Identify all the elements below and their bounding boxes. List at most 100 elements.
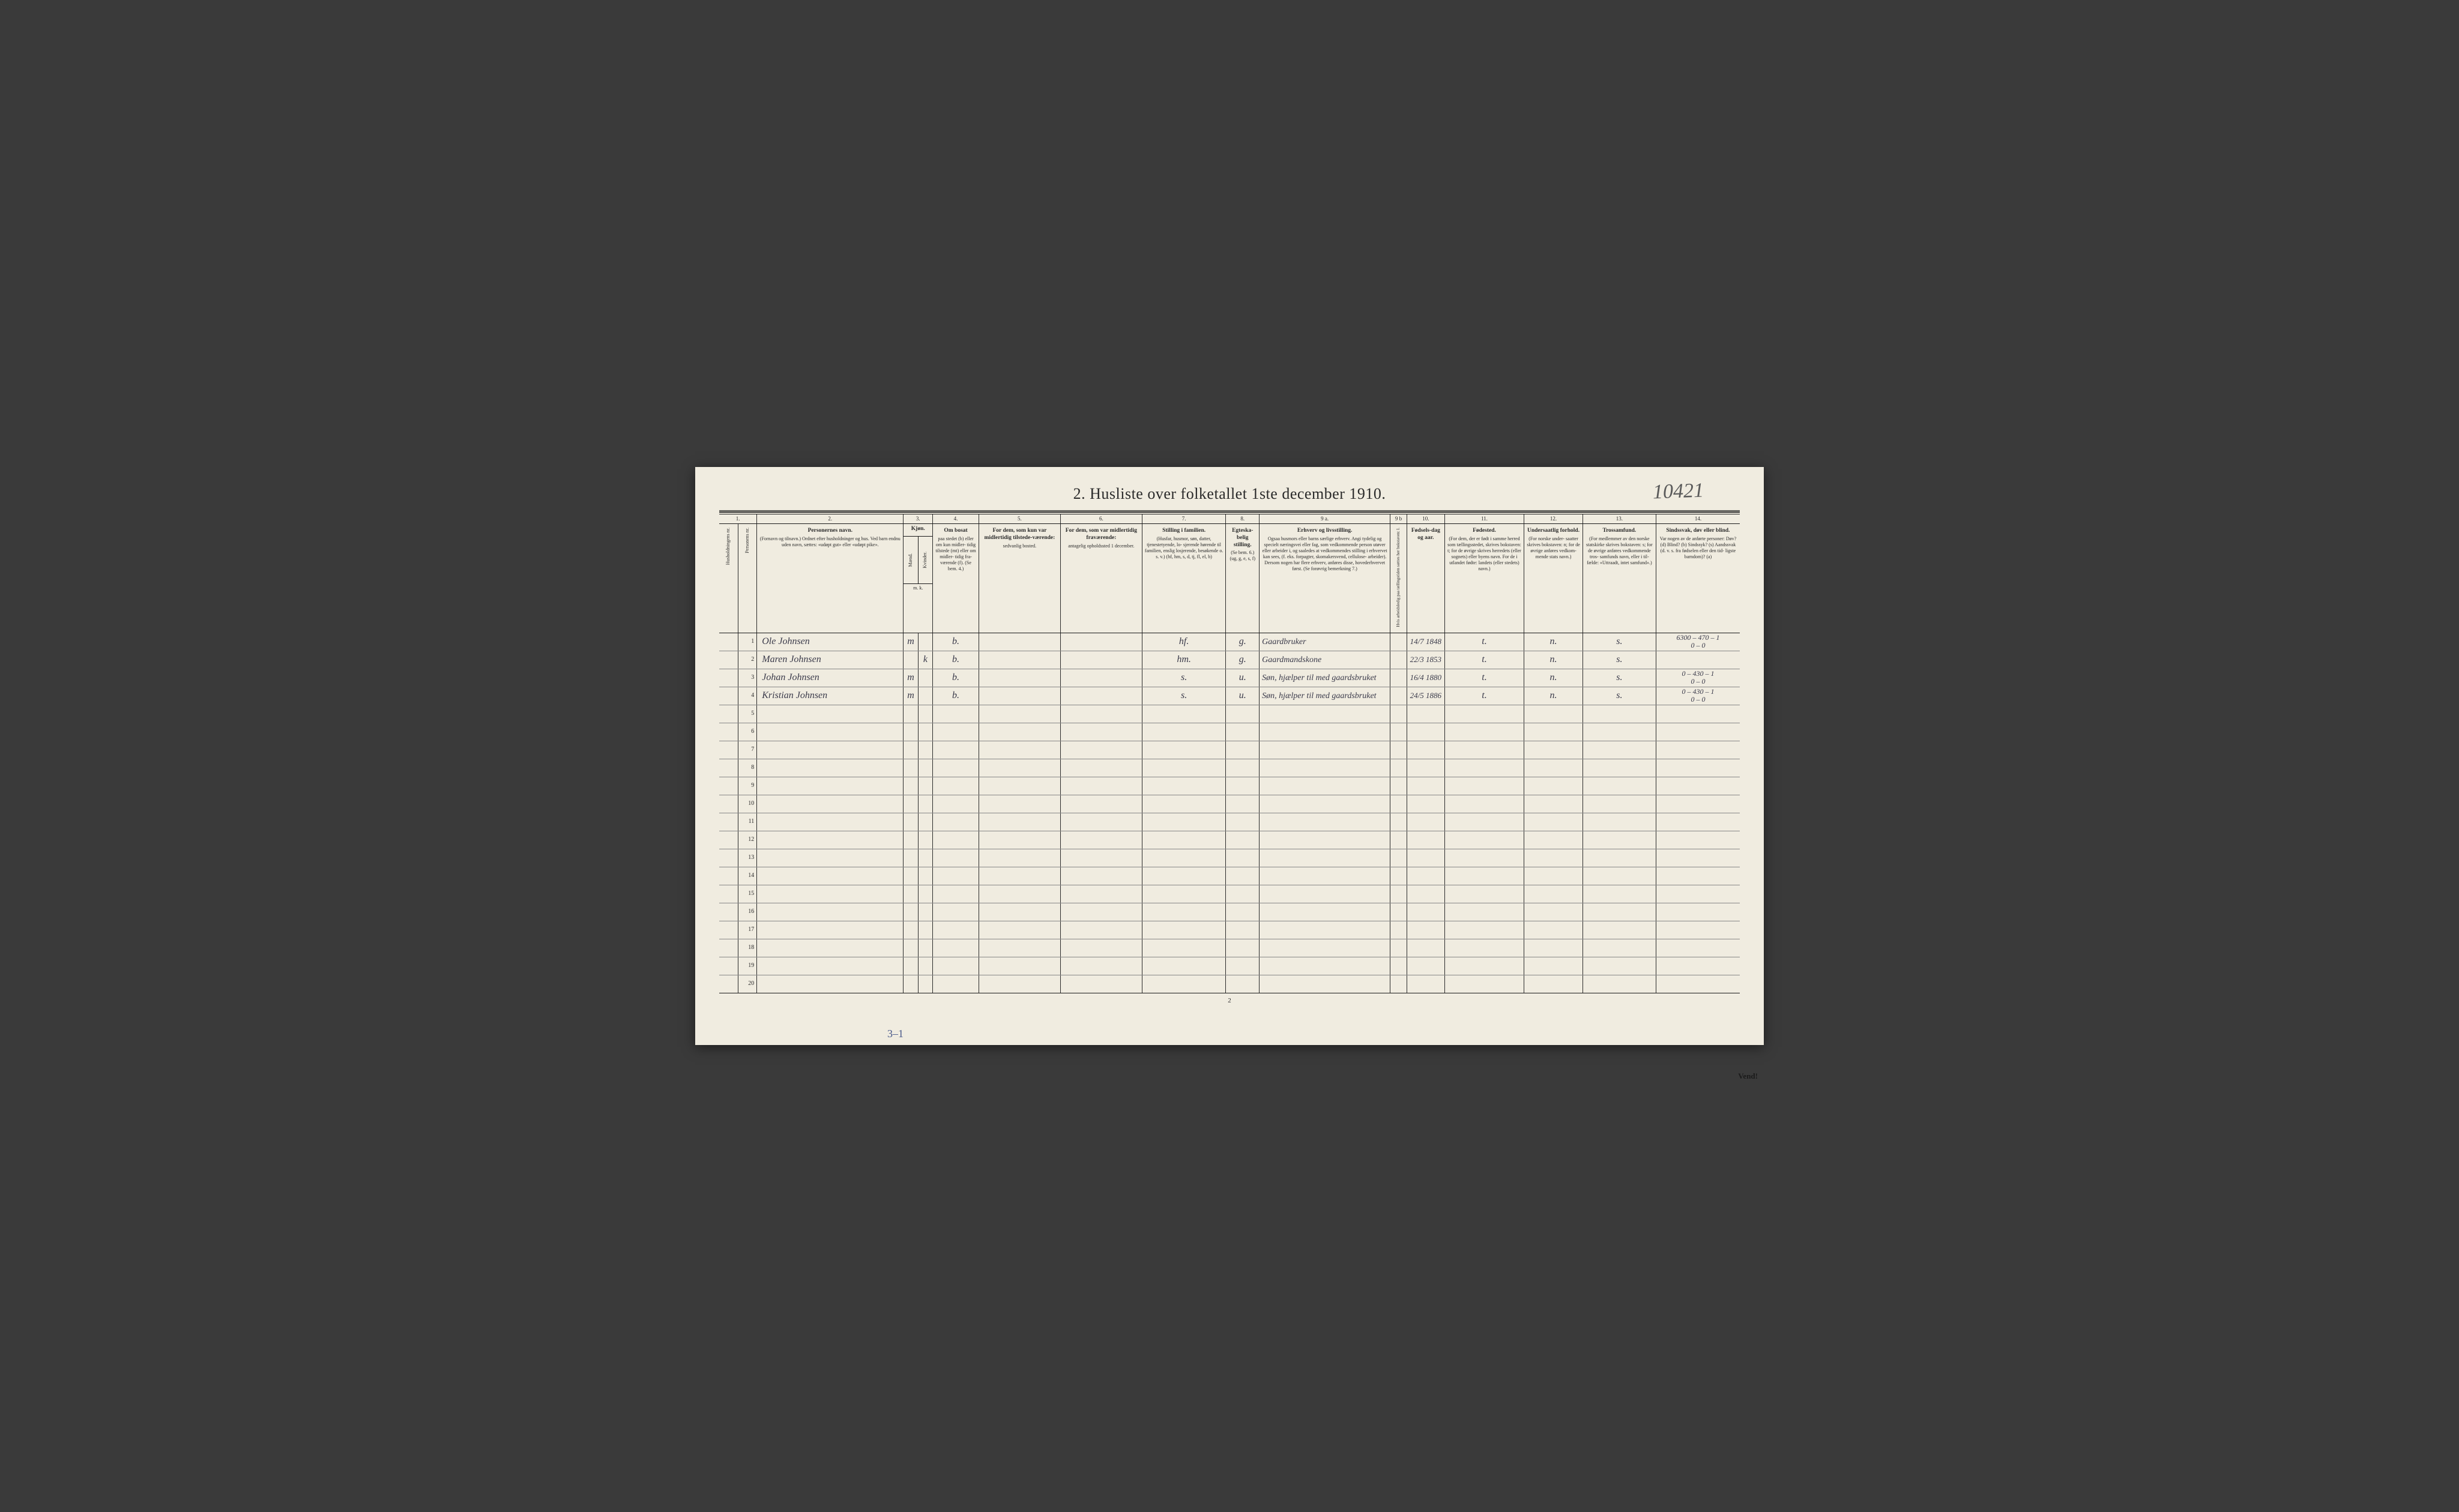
midl-fravaer-cell bbox=[1060, 885, 1142, 903]
fodested-cell bbox=[1444, 975, 1524, 993]
sex-m-cell bbox=[904, 705, 918, 723]
undersaat-cell bbox=[1524, 795, 1583, 813]
table-row: 9 bbox=[719, 777, 1740, 795]
name-cell bbox=[757, 705, 904, 723]
sindssvak-cell bbox=[1656, 759, 1740, 777]
household-nr-cell bbox=[719, 903, 738, 921]
sex-k-cell: k bbox=[918, 651, 932, 669]
fodselsdag-cell bbox=[1407, 921, 1444, 939]
stilling-cell bbox=[1142, 759, 1225, 777]
table-row: 5 bbox=[719, 705, 1740, 723]
egteskab-cell bbox=[1226, 849, 1260, 867]
fodested-cell: t. bbox=[1444, 633, 1524, 651]
name-cell: Ole Johnsen bbox=[757, 633, 904, 651]
household-nr-cell bbox=[719, 957, 738, 975]
trossamfund-cell: s. bbox=[1583, 669, 1656, 687]
bosat-cell bbox=[933, 705, 979, 723]
bosat-cell bbox=[933, 975, 979, 993]
fodselsdag-cell: 22/3 1853 bbox=[1407, 651, 1444, 669]
sex-k-cell bbox=[918, 939, 932, 957]
fodselsdag-cell bbox=[1407, 795, 1444, 813]
trossamfund-cell bbox=[1583, 939, 1656, 957]
midl-tilstede-cell bbox=[979, 705, 1060, 723]
undersaat-cell bbox=[1524, 777, 1583, 795]
sindssvak-cell bbox=[1656, 849, 1740, 867]
egteskab-cell bbox=[1226, 723, 1260, 741]
column-header-row: Husholdningens nr. Personens nr. Persone… bbox=[719, 523, 1740, 633]
sex-m-cell: m bbox=[904, 669, 918, 687]
person-nr-cell: 18 bbox=[738, 939, 756, 957]
fodselsdag-cell bbox=[1407, 957, 1444, 975]
colnum: 14. bbox=[1656, 514, 1740, 524]
bosat-cell bbox=[933, 849, 979, 867]
table-row: 13 bbox=[719, 849, 1740, 867]
colnum: 2. bbox=[757, 514, 904, 524]
undersaat-cell: n. bbox=[1524, 687, 1583, 705]
sindssvak-cell bbox=[1656, 723, 1740, 741]
hdr-bosat: Om bosat paa stedet (b) eller om kun mid… bbox=[933, 523, 979, 633]
undersaat-cell bbox=[1524, 741, 1583, 759]
erhverv-cell bbox=[1260, 849, 1390, 867]
table-row: 3Johan Johnsenmb.s.u.Søn, hjælper til me… bbox=[719, 669, 1740, 687]
person-nr-cell: 14 bbox=[738, 867, 756, 885]
stilling-cell bbox=[1142, 849, 1225, 867]
footer: 2 bbox=[719, 997, 1740, 1021]
person-nr-cell: 3 bbox=[738, 669, 756, 687]
trossamfund-cell bbox=[1583, 795, 1656, 813]
fodselsdag-cell bbox=[1407, 759, 1444, 777]
midl-fravaer-cell bbox=[1060, 705, 1142, 723]
midl-tilstede-cell bbox=[979, 813, 1060, 831]
hdr-person-nr: Personens nr. bbox=[738, 523, 756, 633]
sex-m-cell bbox=[904, 957, 918, 975]
household-nr-cell bbox=[719, 885, 738, 903]
egteskab-cell bbox=[1226, 813, 1260, 831]
erhverv-cell bbox=[1260, 741, 1390, 759]
undersaat-cell bbox=[1524, 849, 1583, 867]
egteskab-cell bbox=[1226, 939, 1260, 957]
arbeidsledig-cell bbox=[1390, 921, 1407, 939]
name-cell: Maren Johnsen bbox=[757, 651, 904, 669]
sindssvak-cell bbox=[1656, 975, 1740, 993]
sex-m-cell bbox=[904, 921, 918, 939]
fodested-cell bbox=[1444, 705, 1524, 723]
bosat-cell: b. bbox=[933, 633, 979, 651]
midl-tilstede-cell bbox=[979, 633, 1060, 651]
fodested-cell bbox=[1444, 741, 1524, 759]
fodested-cell: t. bbox=[1444, 669, 1524, 687]
midl-tilstede-cell bbox=[979, 921, 1060, 939]
fodselsdag-cell bbox=[1407, 885, 1444, 903]
erhverv-cell bbox=[1260, 831, 1390, 849]
sindssvak-cell bbox=[1656, 921, 1740, 939]
sex-m-cell: m bbox=[904, 687, 918, 705]
sindssvak-cell bbox=[1656, 957, 1740, 975]
table-head: 1. 2. 3. 4. 5. 6. 7. 8. 9 a. 9 b 10. 11.… bbox=[719, 514, 1740, 633]
table-row: 8 bbox=[719, 759, 1740, 777]
bosat-cell: b. bbox=[933, 687, 979, 705]
colnum: 9 b bbox=[1390, 514, 1407, 524]
fodested-cell bbox=[1444, 939, 1524, 957]
sex-m-cell bbox=[904, 795, 918, 813]
name-cell: Kristian Johnsen bbox=[757, 687, 904, 705]
egteskab-cell bbox=[1226, 975, 1260, 993]
colnum: 13. bbox=[1583, 514, 1656, 524]
midl-fravaer-cell bbox=[1060, 867, 1142, 885]
egteskab-cell bbox=[1226, 921, 1260, 939]
hdr-fodselsdag: Fødsels-dag og aar. bbox=[1407, 523, 1444, 633]
arbeidsledig-cell bbox=[1390, 777, 1407, 795]
erhverv-cell: Søn, hjælper til med gaardsbruket bbox=[1260, 687, 1390, 705]
midl-tilstede-cell bbox=[979, 759, 1060, 777]
sex-m-cell bbox=[904, 849, 918, 867]
household-nr-cell bbox=[719, 669, 738, 687]
egteskab-cell bbox=[1226, 885, 1260, 903]
sindssvak-cell: 0 – 430 – 10 – 0 bbox=[1656, 669, 1740, 687]
stilling-cell bbox=[1142, 705, 1225, 723]
sex-k-cell bbox=[918, 777, 932, 795]
arbeidsledig-cell bbox=[1390, 669, 1407, 687]
hdr-name: Personernes navn. (Fornavn og tilnavn.) … bbox=[757, 523, 904, 633]
egteskab-cell: g. bbox=[1226, 633, 1260, 651]
undersaat-cell bbox=[1524, 813, 1583, 831]
table-row: 7 bbox=[719, 741, 1740, 759]
fodselsdag-cell bbox=[1407, 849, 1444, 867]
trossamfund-cell bbox=[1583, 705, 1656, 723]
bosat-cell bbox=[933, 867, 979, 885]
